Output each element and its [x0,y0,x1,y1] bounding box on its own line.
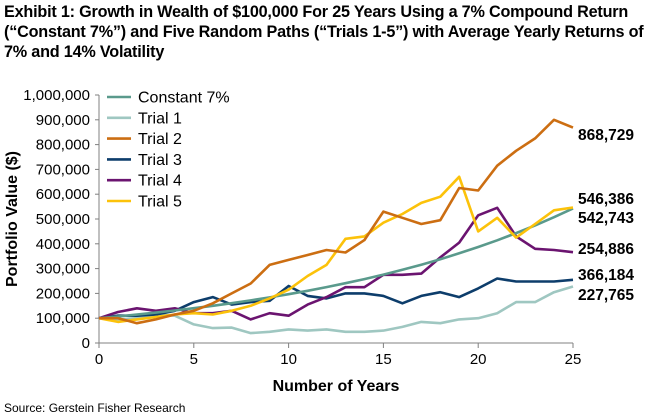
x-tick-label: 20 [470,351,487,368]
y-tick-label: 300,000 [36,261,90,278]
y-tick-label: 1,000,000 [23,87,90,104]
x-tick-label: 0 [95,351,103,368]
x-tick-label: 10 [280,351,297,368]
y-tick-label: 900,000 [36,112,90,129]
x-tick-label: 25 [565,351,582,368]
legend-entry: Constant 7% [138,90,230,107]
chart-title: Exhibit 1: Growth in Wealth of $100,000 … [4,3,644,61]
y-tick-label: 200,000 [36,285,90,302]
series-line-trial-2 [99,118,574,325]
end-value-label: 868,729 [578,127,634,144]
series-line-trial-1 [98,285,574,335]
series-lines [98,118,574,335]
end-value-label: 546,386 [578,191,634,208]
y-axis-label: Portfolio Value ($) [4,151,21,287]
axes: 0 100,000 200,000 300,000 400,000 500,000 600,… [23,87,581,368]
legend-entry: Trial 3 [138,152,182,169]
legend-entry: Trial 4 [138,173,182,190]
end-value-label: 254,886 [578,241,634,258]
end-value-label: 227,765 [578,287,634,304]
y-tick-label: 100,000 [36,310,90,327]
series-line-constant-7- [98,207,574,320]
end-labels: 542,743 227,765 868,729 254,886 366,184 546,3… [578,127,634,304]
source-note: Source: Gerstein Fisher Research [4,401,186,415]
y-tick-label: 700,000 [36,161,90,178]
x-tick-label: 15 [375,351,392,368]
legend-entry: Trial 1 [138,110,182,127]
legend-entry: Trial 5 [138,194,182,211]
end-value-label: 542,743 [578,210,634,227]
y-tick-label: 500,000 [36,211,90,228]
legend-entry: Trial 2 [138,131,182,148]
x-tick-label: 5 [190,351,198,368]
end-value-label: 366,184 [578,267,634,284]
y-tick-label: 0 [82,335,90,352]
y-tick-label: 600,000 [36,186,90,203]
x-axis-label: Number of Years [273,378,400,395]
legend: Constant 7% Trial 1 Trial 2 Trial 3 Trial 4 T… [107,90,230,211]
y-tick-label: 800,000 [36,137,90,154]
y-tick-label: 400,000 [36,236,90,253]
